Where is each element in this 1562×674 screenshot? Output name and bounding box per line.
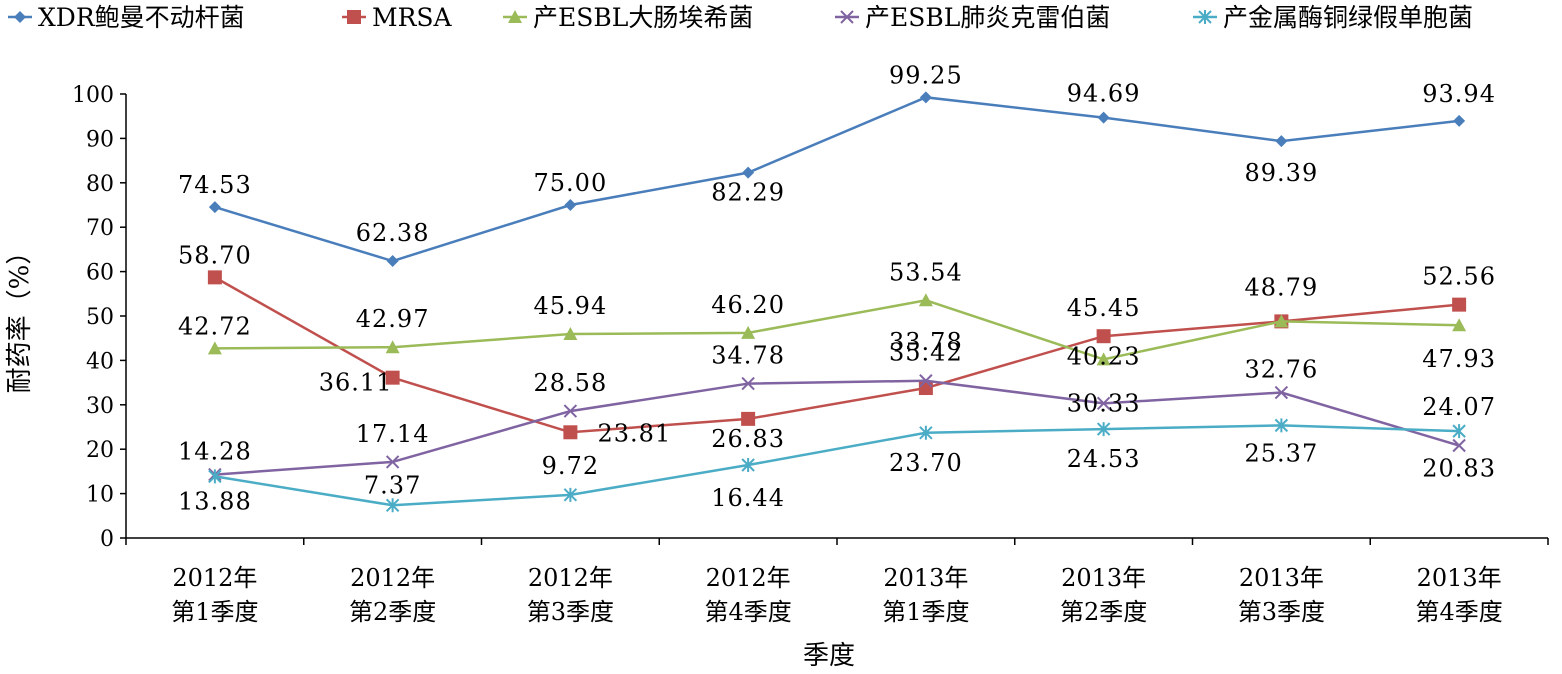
data-label: 17.14 bbox=[356, 420, 430, 448]
data-label: 52.56 bbox=[1422, 263, 1496, 291]
data-point bbox=[1453, 115, 1465, 127]
data-label: 74.53 bbox=[178, 171, 252, 199]
data-point bbox=[920, 91, 932, 103]
x-tick-label: 2012年第4季度 bbox=[704, 564, 791, 626]
y-tick-label: 90 bbox=[86, 127, 114, 152]
data-point bbox=[387, 255, 399, 267]
y-tick-label: 10 bbox=[86, 483, 114, 508]
x-axis: 2012年第1季度 2012年第2季度 2012年第3季度 2012年第4季度 2013… bbox=[126, 538, 1548, 626]
legend-label: MRSA bbox=[372, 3, 453, 32]
data-label: 48.79 bbox=[1245, 273, 1319, 301]
legend-label: XDR鲍曼不动杆菌 bbox=[38, 3, 245, 32]
data-label: 34.78 bbox=[711, 342, 785, 370]
data-point bbox=[209, 201, 221, 213]
data-label: 28.58 bbox=[534, 369, 608, 397]
data-label: 13.88 bbox=[178, 487, 252, 515]
data-label: 20.83 bbox=[1422, 455, 1496, 483]
y-tick-label: 20 bbox=[86, 438, 114, 463]
data-label: 35.42 bbox=[889, 339, 963, 367]
y-tick-label: 50 bbox=[86, 305, 114, 330]
data-label: 16.44 bbox=[711, 484, 785, 512]
y-tick-label: 70 bbox=[86, 216, 114, 241]
data-label: 24.53 bbox=[1067, 445, 1141, 473]
legend-label: 产ESBL肺炎克雷伯菌 bbox=[865, 3, 1110, 32]
x-tick-label: 2012年第1季度 bbox=[171, 564, 258, 626]
legend-item: 产金属酶铜绿假单胞菌 bbox=[1193, 3, 1473, 32]
data-label: 82.29 bbox=[711, 179, 785, 207]
legend-item: 产ESBL肺炎克雷伯菌 bbox=[835, 3, 1110, 32]
x-tick-label: 2013年第1季度 bbox=[882, 564, 969, 626]
data-label: 30.33 bbox=[1067, 389, 1141, 417]
data-label: 47.93 bbox=[1422, 345, 1496, 373]
data-point bbox=[1275, 135, 1287, 147]
data-label: 26.83 bbox=[711, 425, 785, 453]
data-label: 93.94 bbox=[1422, 80, 1496, 108]
data-point bbox=[564, 199, 576, 211]
data-label: 32.76 bbox=[1245, 356, 1319, 384]
data-label: 53.54 bbox=[889, 258, 963, 286]
x-tick-label: 2013年第4季度 bbox=[1415, 564, 1502, 626]
legend-marker bbox=[347, 10, 361, 24]
data-label: 89.39 bbox=[1245, 159, 1319, 187]
line-chart: XDR鲍曼不动杆菌 MRSA 产ESBL大肠埃希菌 产ESBL肺炎克雷伯菌 产金属酶铜绿… bbox=[0, 0, 1562, 674]
data-point bbox=[208, 270, 222, 284]
data-point bbox=[741, 412, 755, 426]
y-tick-label: 0 bbox=[100, 527, 114, 552]
y-tick-label: 80 bbox=[86, 172, 114, 197]
y-tick-label: 100 bbox=[72, 83, 114, 108]
legend-item: XDR鲍曼不动杆菌 bbox=[8, 3, 245, 32]
data-point bbox=[563, 425, 577, 439]
data-label: 25.37 bbox=[1245, 439, 1319, 467]
data-label: 75.00 bbox=[534, 169, 608, 197]
legend-item: MRSA bbox=[342, 3, 453, 32]
data-label: 62.38 bbox=[356, 219, 430, 247]
data-label: 24.07 bbox=[1422, 393, 1496, 421]
data-label: 23.70 bbox=[889, 449, 963, 477]
data-label: 7.37 bbox=[364, 471, 421, 499]
data-label: 58.70 bbox=[178, 241, 252, 269]
data-label: 9.72 bbox=[542, 452, 599, 480]
data-label: 45.45 bbox=[1067, 294, 1141, 322]
data-labels: 74.53 62.38 75.00 82.29 99.25 94.69 89.39 93.94… bbox=[178, 61, 1496, 515]
data-label: 46.20 bbox=[711, 291, 785, 319]
x-tick-label: 2013年第2季度 bbox=[1060, 564, 1147, 626]
y-axis-title: 耐药率（%） bbox=[5, 239, 35, 394]
data-point bbox=[742, 167, 754, 179]
data-point bbox=[1097, 329, 1111, 343]
data-point bbox=[1452, 298, 1466, 312]
legend-label: 产金属酶铜绿假单胞菌 bbox=[1223, 3, 1473, 32]
legend: XDR鲍曼不动杆菌 MRSA 产ESBL大肠埃希菌 产ESBL肺炎克雷伯菌 产金属酶铜绿… bbox=[8, 3, 1473, 32]
y-tick-label: 30 bbox=[86, 394, 114, 419]
data-label: 45.94 bbox=[534, 292, 608, 320]
data-label: 42.72 bbox=[178, 312, 252, 340]
data-label: 99.25 bbox=[889, 61, 963, 89]
data-point bbox=[1098, 112, 1110, 124]
y-axis: 0 10 20 30 40 50 60 70 80 90 100 bbox=[72, 83, 126, 552]
data-label: 40.23 bbox=[1067, 342, 1141, 370]
x-tick-label: 2012年第3季度 bbox=[527, 564, 614, 626]
data-label: 36.11 bbox=[319, 369, 393, 397]
legend-item: 产ESBL大肠埃希菌 bbox=[503, 3, 753, 32]
y-tick-label: 40 bbox=[86, 349, 114, 374]
legend-label: 产ESBL大肠埃希菌 bbox=[533, 3, 753, 32]
x-axis-title: 季度 bbox=[803, 641, 855, 671]
y-tick-label: 60 bbox=[86, 261, 114, 286]
data-label: 94.69 bbox=[1067, 80, 1141, 108]
data-label: 14.28 bbox=[178, 438, 252, 466]
data-label: 23.81 bbox=[598, 419, 672, 447]
x-tick-label: 2013年第3季度 bbox=[1238, 564, 1325, 626]
data-label: 42.97 bbox=[356, 305, 430, 333]
legend-marker bbox=[14, 11, 26, 23]
data-point bbox=[919, 381, 933, 395]
x-tick-label: 2012年第2季度 bbox=[349, 564, 436, 626]
data-point bbox=[919, 293, 933, 306]
